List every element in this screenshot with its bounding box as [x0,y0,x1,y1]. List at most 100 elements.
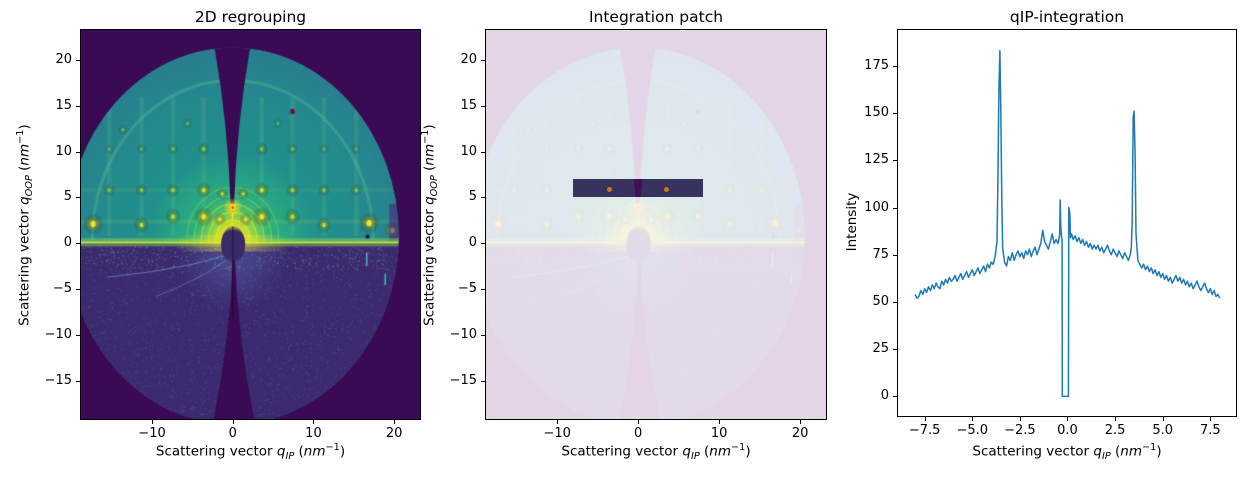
x-tick-label: 0 [228,426,237,441]
y-tick-label: −5 [52,281,72,297]
axis-label-part: ) [339,443,346,460]
axis-label-part: −1 [419,129,431,144]
x-tick-mark [232,420,234,424]
axis-label-part: ) [16,124,33,130]
axis-label-part: ) [1156,443,1162,460]
y-tick-mark [893,301,897,303]
integration-patch-rect [573,179,703,198]
x-tick-mark [152,420,154,424]
y-tick-label: −10 [449,326,477,342]
y-tick-label: −5 [457,281,477,297]
axis-label-part: q [682,443,691,460]
y-tick-mark [76,380,80,382]
x-tick-label: 20 [385,426,403,441]
x-tick-label: −5.0 [956,423,989,438]
y-tick-mark [893,207,897,209]
x-tick-label: −2.5 [1004,423,1036,438]
axis-label-part: −1 [1141,442,1157,453]
y-tick-mark [76,334,80,336]
axis-label-part: ( [16,165,33,176]
x-axis-label-qip-left: Scattering vector qIP (nm−1) [81,442,420,462]
x-tick-label: 0.0 [1057,423,1078,438]
y-tick-mark [481,197,485,199]
y-tick-label: 10 [460,143,477,159]
x-tick-mark [557,420,559,424]
y-tick-mark [893,254,897,256]
y-tick-mark [481,380,485,382]
axis-label-part: −1 [730,442,746,453]
bragg-spot-through-patch [607,187,613,193]
bragg-spot-through-patch [664,187,670,193]
y-tick-mark [481,151,485,153]
y-tick-mark [893,113,897,115]
x-axis-label-qip-right: Scattering vector qIP (nm−1) [898,442,1236,462]
missing-wedge-through-patch [633,179,643,198]
axis-label-part: nm [709,443,731,460]
x-tick-label: 20 [791,426,809,441]
y-tick-label: 125 [864,152,889,168]
axis-label-part: ) [745,443,751,460]
axis-label-part: ) [421,124,438,130]
x-tick-label: 10 [305,426,322,441]
x-tick-label: 2.5 [1104,423,1126,438]
y-tick-label: −15 [449,372,477,388]
axis-label-part: ( [699,443,710,460]
y-tick-label: 75 [872,246,889,262]
axes-qip-integration [897,29,1237,417]
axis-label-part: Scattering vector [972,443,1094,460]
axis-label-part: nm [1120,443,1142,460]
x-tick-label: 0 [634,426,643,441]
y-tick-label: 100 [864,199,889,215]
y-tick-label: 0 [63,235,72,251]
x-tick-mark [719,420,721,424]
x-tick-label: −10 [138,426,166,441]
y-tick-label: 175 [864,57,889,73]
axis-label-part: −1 [14,129,26,144]
axis-label-part: IP [1101,451,1111,463]
axes-integration-patch [485,29,827,420]
x-tick-label: −7.5 [908,423,941,438]
y-tick-mark [76,105,80,107]
y-tick-mark [76,151,80,153]
y-tick-label: −10 [44,326,72,342]
y-tick-mark [481,105,485,107]
x-tick-mark [1162,417,1164,421]
axis-label-part: ( [294,443,304,460]
y-tick-label: −15 [44,372,72,388]
axis-label-part: Scattering vector [16,204,33,326]
plot-title-qip-integration: qIP-integration [1009,8,1125,26]
y-tick-label: 15 [460,97,477,113]
faded-heatmap-image [486,30,826,419]
axis-label-part: q [1093,443,1102,460]
y-tick-label: 15 [55,97,72,113]
y-tick-label: 0 [468,235,477,251]
y-axis-label-qoop-middle: Scattering vector qOOP (nm−1) [420,25,440,425]
axis-label-part: Scattering vector [421,204,438,326]
axis-label-part: −1 [325,442,340,453]
axis-label-part: IP [690,451,700,463]
x-tick-label: −10 [543,426,571,441]
y-tick-mark [76,60,80,62]
x-tick-label: 10 [710,426,728,441]
y-tick-label: 20 [55,52,72,68]
y-axis-label-intensity: Intensity [844,192,860,252]
intensity-profile-line [914,50,1221,398]
y-tick-mark [893,65,897,67]
x-tick-mark [638,420,640,424]
axis-label-part: ( [421,165,438,176]
y-tick-label: 5 [63,189,72,205]
y-tick-mark [481,289,485,291]
x-tick-mark [972,417,974,421]
x-tick-mark [1210,417,1212,421]
x-tick-mark [1019,417,1021,421]
axis-label-part: q [276,443,286,460]
y-tick-mark [893,160,897,162]
y-tick-mark [481,243,485,245]
plot-title-2d-regrouping: 2D regrouping [194,8,307,26]
y-tick-mark [76,289,80,291]
x-tick-mark [313,420,315,424]
y-tick-label: 50 [872,293,889,309]
axis-label-part: IP [285,451,295,463]
axis-label-part: Scattering vector [155,443,277,460]
